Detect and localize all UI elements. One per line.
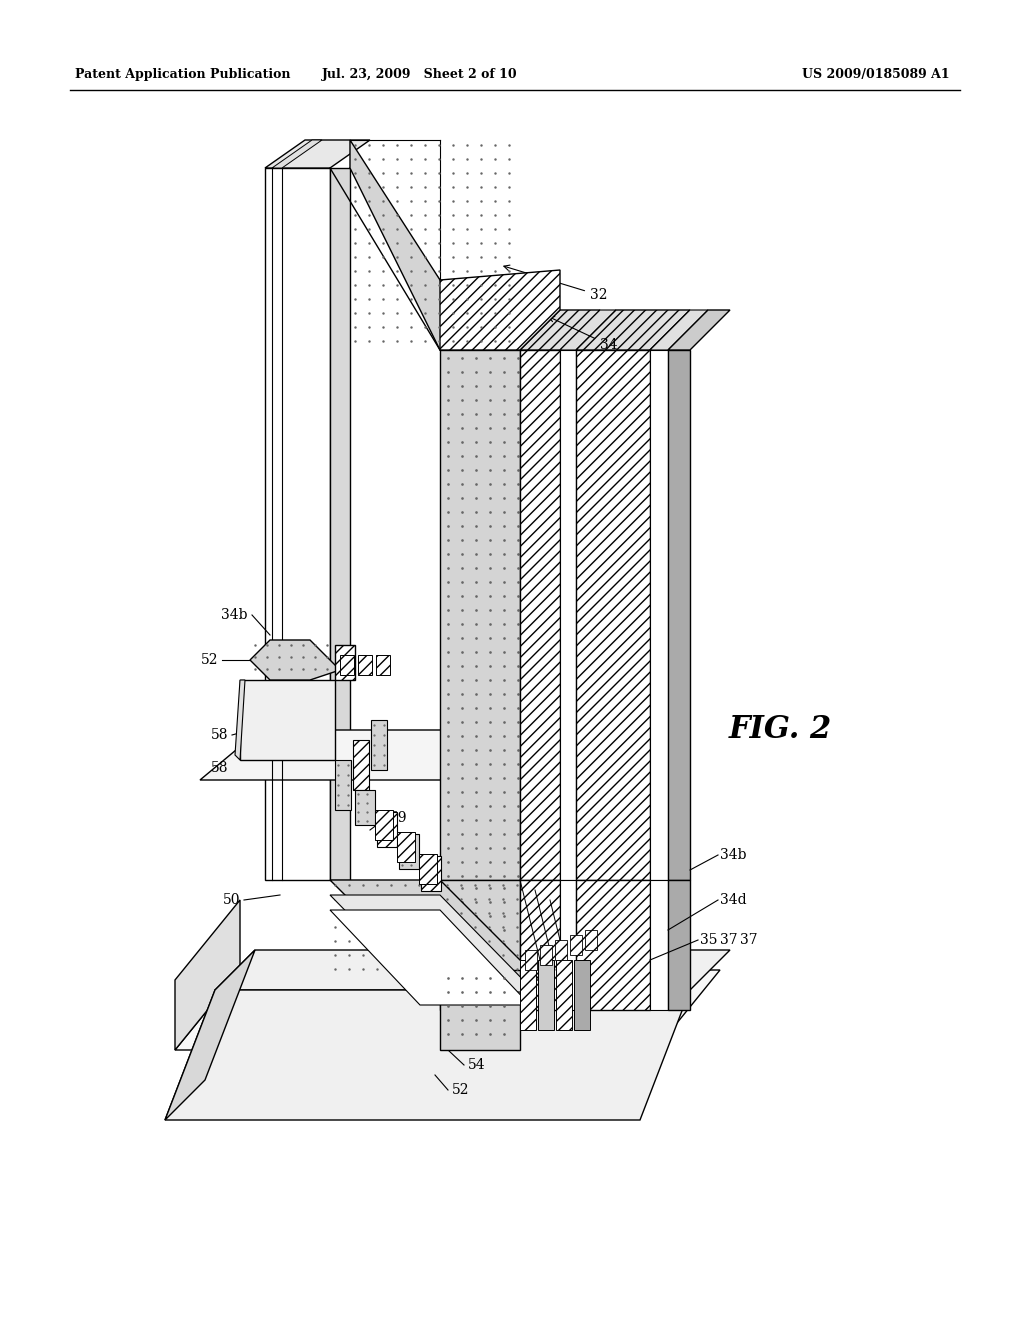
Polygon shape bbox=[560, 880, 575, 1010]
Polygon shape bbox=[440, 880, 520, 1010]
Polygon shape bbox=[556, 960, 572, 1030]
Text: 32: 32 bbox=[504, 265, 607, 302]
Polygon shape bbox=[560, 310, 616, 350]
Polygon shape bbox=[330, 168, 350, 880]
Text: 52: 52 bbox=[452, 1082, 469, 1097]
Polygon shape bbox=[165, 990, 690, 1119]
Text: Patent Application Publication: Patent Application Publication bbox=[75, 69, 291, 81]
Polygon shape bbox=[377, 812, 397, 847]
Text: 35: 35 bbox=[700, 933, 718, 946]
Polygon shape bbox=[650, 350, 668, 880]
Polygon shape bbox=[520, 880, 560, 1010]
Polygon shape bbox=[540, 945, 552, 965]
Polygon shape bbox=[555, 940, 567, 960]
Polygon shape bbox=[668, 880, 690, 1010]
Polygon shape bbox=[272, 140, 322, 168]
Polygon shape bbox=[421, 855, 441, 891]
Polygon shape bbox=[520, 310, 600, 350]
Polygon shape bbox=[575, 310, 690, 350]
Polygon shape bbox=[650, 310, 708, 350]
Polygon shape bbox=[574, 960, 590, 1030]
Polygon shape bbox=[371, 719, 387, 770]
Text: 34b: 34b bbox=[221, 609, 248, 622]
Text: 58: 58 bbox=[211, 762, 228, 775]
Polygon shape bbox=[419, 854, 437, 884]
Polygon shape bbox=[525, 950, 537, 970]
Polygon shape bbox=[520, 960, 536, 1030]
Polygon shape bbox=[560, 350, 575, 880]
Polygon shape bbox=[175, 970, 720, 1049]
Polygon shape bbox=[440, 271, 560, 350]
Polygon shape bbox=[440, 310, 560, 350]
Text: Jul. 23, 2009   Sheet 2 of 10: Jul. 23, 2009 Sheet 2 of 10 bbox=[323, 69, 518, 81]
Polygon shape bbox=[650, 880, 668, 1010]
Polygon shape bbox=[335, 645, 355, 680]
Polygon shape bbox=[165, 950, 255, 1119]
Polygon shape bbox=[570, 935, 582, 954]
Polygon shape bbox=[350, 140, 520, 350]
Text: 34d: 34d bbox=[720, 894, 746, 907]
Polygon shape bbox=[399, 834, 419, 869]
Polygon shape bbox=[585, 931, 597, 950]
Polygon shape bbox=[353, 741, 369, 789]
Text: 34b: 34b bbox=[720, 847, 746, 862]
Polygon shape bbox=[668, 350, 690, 880]
Polygon shape bbox=[358, 655, 372, 675]
Polygon shape bbox=[520, 350, 560, 880]
Polygon shape bbox=[330, 895, 535, 993]
Polygon shape bbox=[215, 950, 730, 990]
Polygon shape bbox=[340, 655, 354, 675]
Text: 54: 54 bbox=[468, 1059, 485, 1072]
Polygon shape bbox=[265, 168, 330, 880]
Text: 56: 56 bbox=[500, 1018, 517, 1032]
Polygon shape bbox=[397, 832, 415, 862]
Polygon shape bbox=[200, 730, 660, 780]
Polygon shape bbox=[538, 960, 554, 1030]
Polygon shape bbox=[265, 140, 370, 168]
Text: 52: 52 bbox=[201, 653, 218, 667]
Polygon shape bbox=[440, 350, 520, 880]
Text: 58: 58 bbox=[211, 729, 228, 742]
Polygon shape bbox=[355, 789, 375, 825]
Text: 59: 59 bbox=[390, 810, 408, 825]
Text: 34: 34 bbox=[549, 317, 617, 352]
Polygon shape bbox=[240, 680, 335, 760]
Polygon shape bbox=[330, 880, 540, 979]
Polygon shape bbox=[440, 970, 520, 1049]
Text: FIG. 2: FIG. 2 bbox=[728, 714, 831, 746]
Polygon shape bbox=[376, 655, 390, 675]
Text: US 2009/0185089 A1: US 2009/0185089 A1 bbox=[803, 69, 950, 81]
Polygon shape bbox=[375, 810, 393, 840]
Polygon shape bbox=[250, 640, 340, 680]
Polygon shape bbox=[575, 880, 650, 1010]
Polygon shape bbox=[335, 760, 351, 810]
Polygon shape bbox=[175, 900, 240, 1049]
Polygon shape bbox=[330, 909, 530, 1005]
Polygon shape bbox=[668, 310, 730, 350]
Polygon shape bbox=[234, 680, 245, 760]
Polygon shape bbox=[575, 350, 650, 880]
Text: 50: 50 bbox=[222, 894, 240, 907]
Text: 37: 37 bbox=[740, 933, 758, 946]
Text: 37: 37 bbox=[720, 933, 737, 946]
